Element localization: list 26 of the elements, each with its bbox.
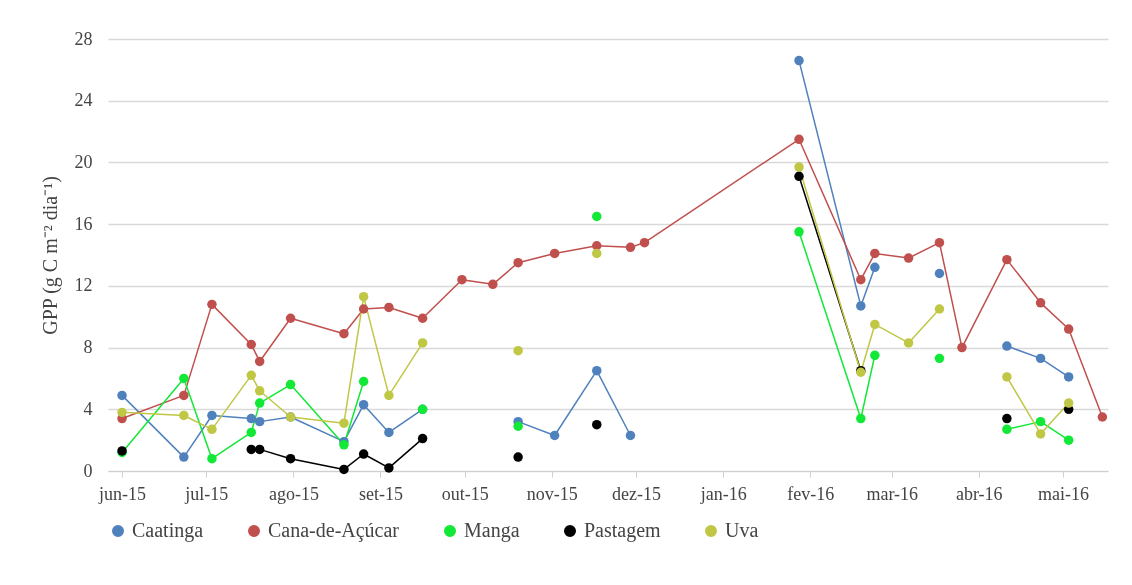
x-tick-label: fev-16 — [787, 483, 835, 504]
x-tick-label: abr-16 — [955, 483, 1003, 504]
legend-label: Manga — [464, 519, 520, 542]
y-tick-label: 16 — [74, 213, 93, 234]
y-axis-title: GPP (g C m⁻² dia⁻¹) — [38, 176, 62, 335]
y-tick-label: 24 — [74, 90, 93, 111]
y-tick-label: 20 — [74, 151, 93, 172]
x-tick-label: mar-16 — [866, 483, 919, 504]
y-tick-label: 0 — [83, 460, 93, 481]
x-tick-label: nov-15 — [526, 483, 578, 504]
legend-label: Cana-de-Açúcar — [268, 519, 400, 542]
x-tick-label: jul-15 — [184, 483, 229, 504]
x-tick-label: dez-15 — [612, 483, 662, 504]
x-tick-label: jan-16 — [699, 483, 747, 504]
legend-label: Caatinga — [132, 519, 204, 542]
legend-label: Uva — [725, 519, 759, 541]
x-tick-label: set-15 — [358, 483, 403, 504]
y-tick-label: 28 — [74, 28, 93, 49]
legend-label: Pastagem — [584, 519, 662, 542]
y-tick-label: 12 — [74, 275, 93, 296]
y-tick-label: 8 — [83, 337, 93, 358]
y-tick-label: 4 — [83, 398, 93, 419]
x-tick-label: jun-15 — [98, 483, 147, 504]
x-tick-label: out-15 — [441, 483, 489, 504]
x-tick-label: ago-15 — [268, 483, 319, 504]
x-tick-label: mai-16 — [1038, 483, 1090, 504]
